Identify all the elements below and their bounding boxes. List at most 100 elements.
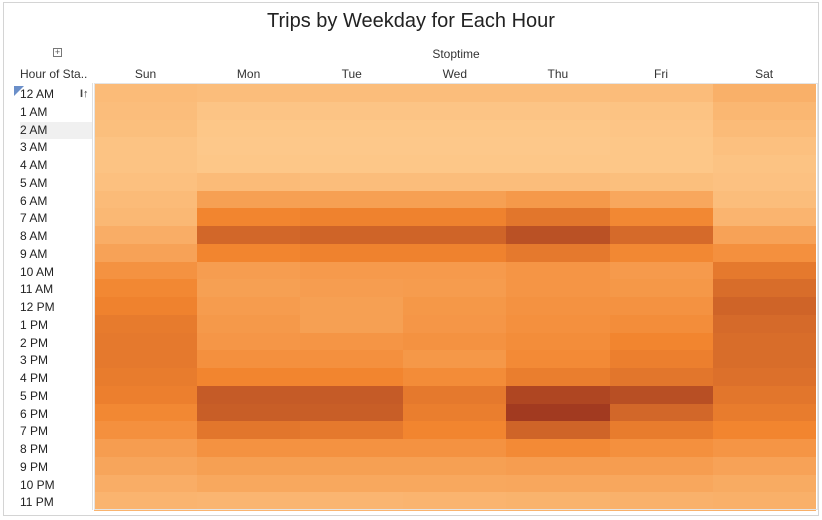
heatmap-cell-8-pm-sun[interactable] — [94, 439, 198, 458]
heatmap-cell-5-pm-sat[interactable] — [712, 385, 817, 405]
heatmap-cell-5-pm-mon[interactable] — [197, 385, 301, 405]
heatmap-cell-2-pm-mon[interactable] — [197, 332, 301, 351]
row-header-5-am[interactable]: 5 AM — [20, 175, 48, 190]
heatmap-cell-5-pm-fri[interactable] — [609, 385, 714, 405]
heatmap-cell-8-pm-mon[interactable] — [197, 439, 301, 458]
heatmap-cell-5-am-sat[interactable] — [712, 172, 817, 192]
heatmap-cell-5-am-sun[interactable] — [94, 172, 198, 192]
heatmap-cell-7-am-wed[interactable] — [403, 208, 507, 227]
heatmap-cell-10-am-sun[interactable] — [94, 261, 198, 280]
heatmap-cell-9-pm-wed[interactable] — [403, 456, 507, 476]
heatmap-cell-8-am-fri[interactable] — [609, 226, 714, 245]
heatmap-cell-12-am-wed[interactable] — [403, 84, 507, 103]
heatmap-cell-1-pm-tue[interactable] — [300, 314, 404, 334]
heatmap-cell-3-am-tue[interactable] — [300, 137, 404, 156]
heatmap-cell-2-am-mon[interactable] — [197, 119, 301, 138]
column-header-sun[interactable]: Sun — [134, 67, 157, 81]
heatmap-cell-5-pm-wed[interactable] — [403, 385, 507, 405]
heatmap-cell-2-pm-fri[interactable] — [609, 332, 714, 351]
heatmap-cell-2-am-sat[interactable] — [712, 119, 817, 138]
heatmap-cell-8-pm-thu[interactable] — [506, 439, 611, 458]
row-header-4-pm[interactable]: 4 PM — [20, 371, 49, 385]
heatmap-cell-3-pm-sun[interactable] — [94, 350, 198, 369]
row-header-1-am[interactable]: 1 AM — [20, 104, 48, 119]
heatmap-cell-12-pm-tue[interactable] — [300, 297, 404, 316]
column-header-sat[interactable]: Sat — [755, 67, 774, 81]
heatmap-cell-11-am-sat[interactable] — [712, 279, 817, 298]
heatmap-cell-10-am-fri[interactable] — [609, 261, 714, 280]
heatmap-cell-9-am-thu[interactable] — [506, 243, 611, 263]
heatmap-cell-7-pm-mon[interactable] — [197, 421, 301, 440]
heatmap-cell-12-pm-mon[interactable] — [197, 297, 301, 316]
heatmap-cell-3-am-wed[interactable] — [403, 137, 507, 156]
heatmap-cell-12-am-thu[interactable] — [506, 84, 611, 103]
heatmap-cell-7-pm-sun[interactable] — [94, 421, 198, 440]
heatmap-cell-7-am-mon[interactable] — [197, 208, 301, 227]
heatmap-cell-12-pm-fri[interactable] — [609, 297, 714, 316]
heatmap-cell-2-am-thu[interactable] — [506, 119, 611, 138]
heatmap-cell-8-pm-wed[interactable] — [403, 439, 507, 458]
heatmap-cell-6-pm-mon[interactable] — [197, 403, 301, 422]
heatmap-cell-9-pm-tue[interactable] — [300, 456, 404, 476]
heatmap-cell-11-pm-fri[interactable] — [609, 492, 714, 511]
row-header-6-pm[interactable]: 6 PM — [20, 406, 49, 421]
row-header-7-am[interactable]: 7 AM — [20, 211, 48, 226]
row-header-7-pm[interactable]: 7 PM — [20, 424, 49, 439]
heatmap-cell-1-am-fri[interactable] — [609, 101, 714, 121]
heatmap-cell-9-pm-sun[interactable] — [94, 456, 198, 476]
heatmap-cell-1-pm-thu[interactable] — [506, 314, 611, 334]
heatmap-cell-7-pm-sat[interactable] — [712, 421, 817, 440]
row-header-9-am[interactable]: 9 AM — [20, 246, 48, 261]
heatmap-cell-4-pm-thu[interactable] — [506, 368, 611, 387]
heatmap-cell-12-pm-thu[interactable] — [506, 297, 611, 316]
heatmap-cell-8-am-wed[interactable] — [403, 226, 507, 245]
heatmap-cell-5-am-fri[interactable] — [609, 172, 714, 192]
heatmap-cell-1-am-mon[interactable] — [197, 101, 301, 121]
heatmap-cell-5-am-mon[interactable] — [197, 172, 301, 192]
heatmap-cell-7-am-fri[interactable] — [609, 208, 714, 227]
heatmap-cell-8-am-sat[interactable] — [712, 226, 817, 245]
heatmap-cell-2-pm-thu[interactable] — [506, 332, 611, 351]
plus-square-icon[interactable]: + — [53, 47, 62, 57]
heatmap-cell-11-am-wed[interactable] — [403, 279, 507, 298]
column-header-wed[interactable]: Wed — [442, 67, 468, 81]
column-header-tue[interactable]: Tue — [341, 67, 362, 81]
heatmap-cell-2-pm-sat[interactable] — [712, 332, 817, 351]
heatmap-cell-6-am-thu[interactable] — [506, 190, 611, 209]
heatmap-cell-1-am-sun[interactable] — [94, 101, 198, 121]
heatmap-cell-4-am-tue[interactable] — [300, 155, 404, 174]
heatmap-cell-1-am-thu[interactable] — [506, 101, 611, 121]
heatmap-cell-12-am-sun[interactable] — [94, 84, 198, 103]
heatmap-cell-7-pm-wed[interactable] — [403, 421, 507, 440]
heatmap-cell-11-pm-mon[interactable] — [197, 492, 301, 511]
heatmap-cell-2-am-tue[interactable] — [300, 119, 404, 138]
heatmap-cell-9-pm-thu[interactable] — [506, 456, 611, 476]
heatmap-cell-9-am-fri[interactable] — [609, 243, 714, 263]
heatmap-cell-9-am-wed[interactable] — [403, 243, 507, 263]
column-header-thu[interactable]: Thu — [547, 67, 569, 81]
heatmap-cell-9-pm-sat[interactable] — [712, 456, 817, 476]
heatmap-cell-3-am-fri[interactable] — [609, 137, 714, 156]
heatmap-cell-4-pm-sun[interactable] — [94, 368, 198, 387]
heatmap-cell-6-am-sun[interactable] — [94, 190, 198, 209]
heatmap-cell-11-am-mon[interactable] — [197, 279, 301, 298]
heatmap-cell-10-am-mon[interactable] — [197, 261, 301, 280]
heatmap-cell-3-pm-tue[interactable] — [300, 350, 404, 369]
heatmap-cell-9-pm-mon[interactable] — [197, 456, 301, 476]
heatmap-cell-5-am-tue[interactable] — [300, 172, 404, 192]
heatmap-cell-4-am-fri[interactable] — [609, 155, 714, 174]
heatmap-cell-12-am-sat[interactable] — [712, 84, 817, 103]
heatmap-cell-12-pm-wed[interactable] — [403, 297, 507, 316]
heatmap-cell-7-am-tue[interactable] — [300, 208, 404, 227]
heatmap-cell-6-pm-sun[interactable] — [94, 403, 198, 422]
heatmap-cell-12-am-fri[interactable] — [609, 84, 714, 103]
row-header-2-am[interactable]: 2 AM — [20, 121, 92, 140]
heatmap-cell-11-pm-sun[interactable] — [94, 492, 198, 511]
heatmap-cell-1-pm-mon[interactable] — [197, 314, 301, 334]
heatmap-cell-9-am-tue[interactable] — [300, 243, 404, 263]
heatmap-cell-8-am-mon[interactable] — [197, 226, 301, 245]
heatmap-cell-3-pm-thu[interactable] — [506, 350, 611, 369]
heatmap-cell-8-pm-sat[interactable] — [712, 439, 817, 458]
heatmap-cell-2-am-sun[interactable] — [94, 119, 198, 138]
heatmap-cell-1-pm-sat[interactable] — [712, 314, 817, 334]
